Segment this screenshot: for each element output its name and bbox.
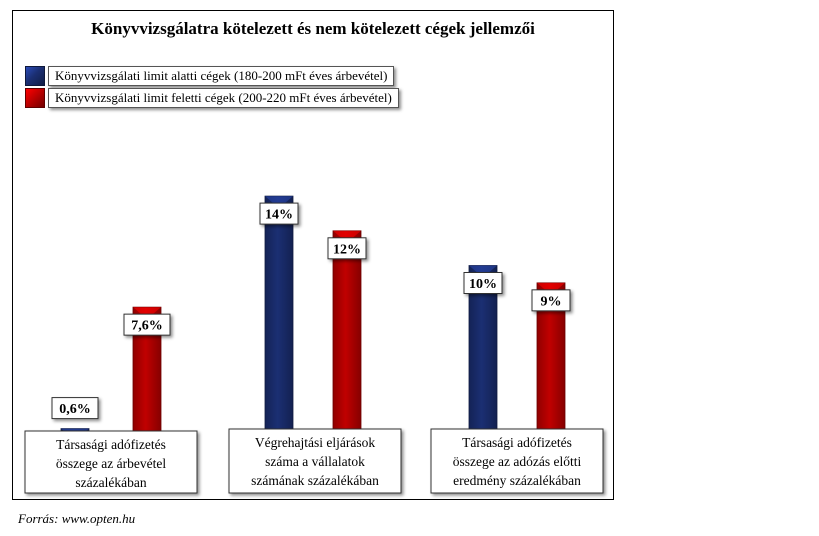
legend-item-above-limit: Könyvvizsgálati limit feletti cégek (200… xyxy=(25,88,399,108)
chart-frame: Könyvvizsgálatra kötelezett és nem kötel… xyxy=(12,10,614,500)
value-label-blue-1: 14% xyxy=(265,208,293,223)
legend-label-above-limit: Könyvvizsgálati limit feletti cégek (200… xyxy=(48,88,399,108)
value-label-blue-0: 0,6% xyxy=(59,402,91,417)
category-label-0: Társasági adófizetés összege az árbevétel… xyxy=(56,437,166,490)
source-note: Forrás: www.opten.hu xyxy=(18,511,136,526)
bar-blue-1 xyxy=(264,195,294,440)
value-label-box-blue-2 xyxy=(463,272,503,294)
legend-swatch-red xyxy=(25,88,45,108)
category-box-0 xyxy=(24,430,198,494)
value-label-red-2: 9% xyxy=(541,294,562,309)
legend-item-below-limit: Könyvvizsgálati limit alatti cégek (180-… xyxy=(25,66,395,86)
legend-swatch-blue xyxy=(25,66,45,86)
bar-cap-blue-2 xyxy=(469,265,497,278)
value-label-box-blue-0 xyxy=(51,397,99,420)
bar-cap-red-1 xyxy=(333,230,361,243)
value-label-box-red-1 xyxy=(327,237,367,260)
bar-cap-blue-1 xyxy=(265,196,293,209)
bar-red-1 xyxy=(332,230,362,440)
value-label-blue-2: 10% xyxy=(469,277,497,292)
chart-title: Könyvvizsgálatra kötelezett és nem kötel… xyxy=(91,19,535,38)
category-label-2: Társasági adófizetés összege az adózás el… xyxy=(453,435,582,488)
category-box-1 xyxy=(228,428,402,494)
bar-cap-red-0 xyxy=(133,307,161,320)
value-label-box-blue-1 xyxy=(259,202,299,225)
value-label-box-red-0 xyxy=(123,313,171,336)
value-label-red-1: 12% xyxy=(333,242,361,257)
chart-plot: 0,6% 14% 10% 7,6% 12% 9% Társasági adófizetés ö… xyxy=(24,195,604,494)
bar-cap-red-2 xyxy=(537,282,565,295)
category-box-2 xyxy=(430,428,604,494)
legend-label-below-limit: Könyvvizsgálati limit alatti cégek (180-… xyxy=(48,66,395,86)
value-label-box-red-2 xyxy=(531,289,571,312)
category-label-1: Végrehajtási eljárások száma a vállalatok… xyxy=(251,435,379,488)
value-label-red-0: 7,6% xyxy=(131,319,163,334)
